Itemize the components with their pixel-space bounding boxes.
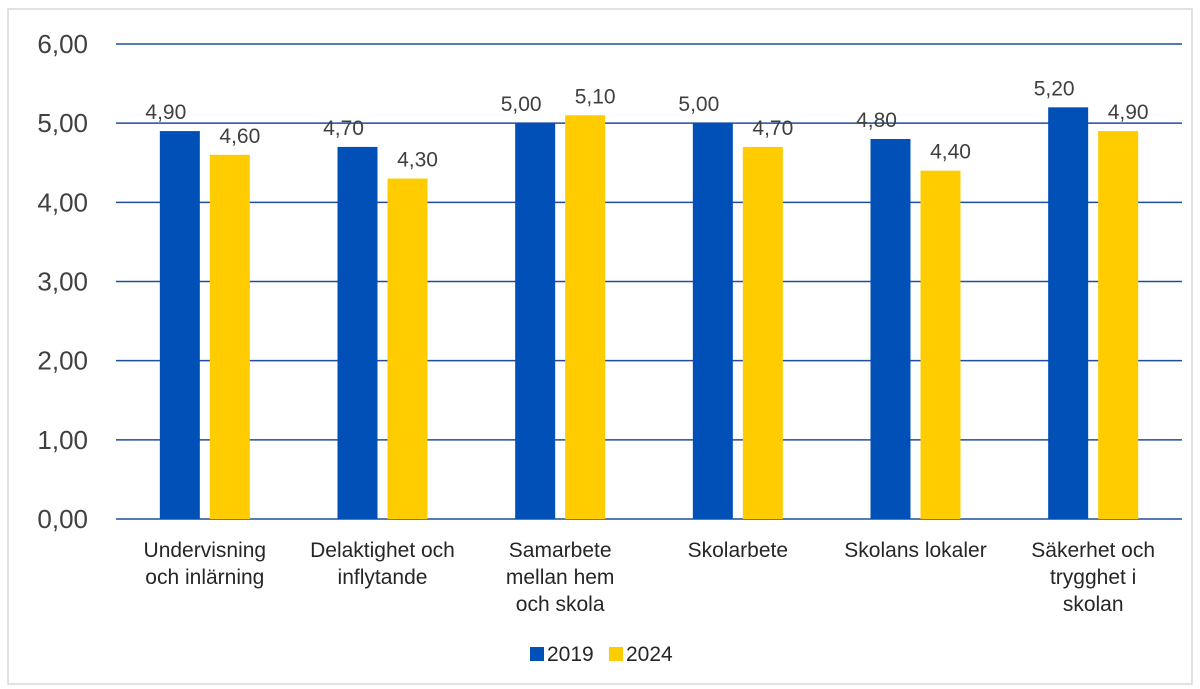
- bar-2019: [159, 131, 200, 520]
- data-label-2024: 4,70: [752, 117, 793, 140]
- y-tick-label: 4,00: [37, 187, 88, 217]
- y-tick-label: 5,00: [37, 108, 88, 138]
- y-tick-label: 1,00: [37, 425, 88, 455]
- data-label-2019: 5,00: [678, 93, 719, 116]
- legend-swatch-2019: [530, 647, 544, 661]
- x-category-label: och skola: [516, 593, 605, 616]
- bar-2019: [515, 123, 556, 520]
- bar-2024: [209, 154, 250, 520]
- bar-2024: [387, 178, 428, 520]
- data-label-2019: 5,00: [501, 93, 542, 116]
- data-label-2024: 4,30: [397, 149, 438, 172]
- data-label-2024: 4,60: [219, 125, 260, 148]
- bar-2019: [692, 123, 733, 520]
- x-category-label: Skolans lokaler: [844, 539, 986, 562]
- x-category-label: Delaktighet och: [310, 539, 455, 562]
- data-label-2019: 5,20: [1034, 77, 1075, 100]
- x-category-label: Skolarbete: [688, 539, 788, 562]
- x-category-label: skolan: [1063, 593, 1124, 616]
- data-label-2024: 4,40: [930, 141, 971, 164]
- y-tick-label: 2,00: [37, 346, 88, 376]
- x-category-label: Samarbete: [509, 539, 612, 562]
- x-category-label: inflytande: [338, 566, 428, 589]
- y-tick-label: 6,00: [37, 29, 88, 59]
- data-label-2019: 4,70: [323, 117, 364, 140]
- bar-2019: [870, 139, 911, 519]
- legend-label-2019: 2019: [547, 643, 594, 666]
- bar-2019: [337, 146, 378, 519]
- data-label-2024: 4,90: [1108, 101, 1149, 124]
- data-label-2024: 5,10: [575, 85, 616, 108]
- x-category-label: och inlärning: [145, 566, 264, 589]
- legend-label-2024: 2024: [626, 643, 673, 666]
- bar-2024: [565, 115, 606, 519]
- x-category-label: trygghet i: [1050, 566, 1136, 589]
- data-label-2019: 4,80: [856, 109, 897, 132]
- x-category-label: mellan hem: [506, 566, 615, 589]
- bar-2024: [742, 146, 783, 519]
- bar-2024: [920, 170, 961, 519]
- y-tick-label: 3,00: [37, 267, 88, 297]
- bar-2019: [1048, 107, 1089, 519]
- x-category-label: Säkerhet och: [1031, 539, 1155, 562]
- bar-2024: [1098, 131, 1139, 520]
- legend-swatch-2024: [609, 647, 623, 661]
- data-label-2019: 4,90: [145, 101, 186, 124]
- x-category-label: Undervisning: [144, 539, 267, 562]
- y-tick-label: 0,00: [37, 504, 88, 534]
